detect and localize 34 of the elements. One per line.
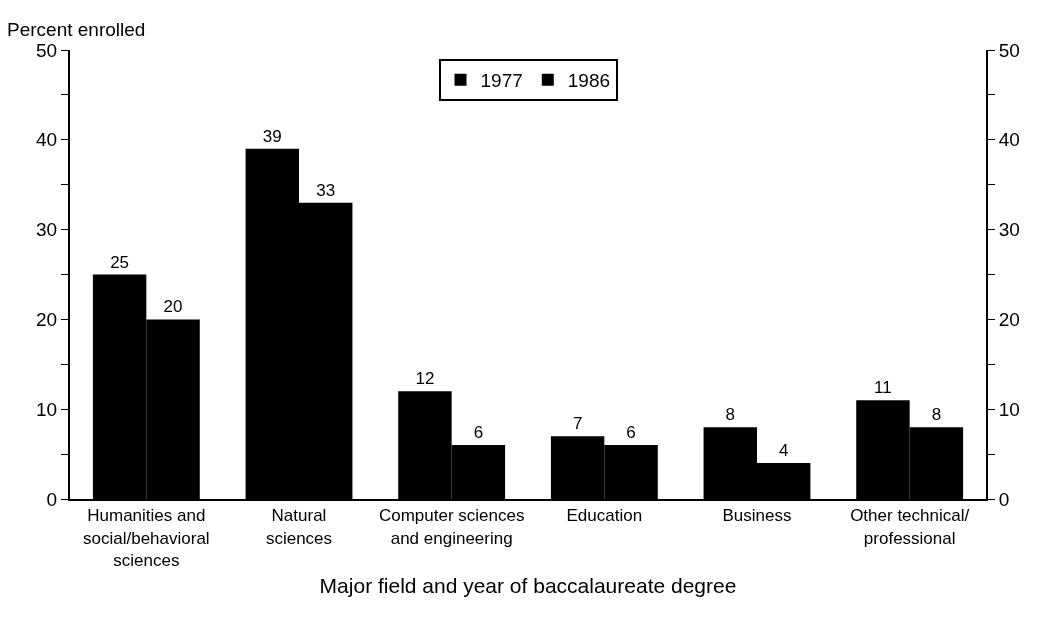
y-tick-label: 30 — [36, 219, 58, 241]
data-label: 33 — [316, 180, 336, 200]
data-label: 4 — [778, 441, 789, 461]
y-tick-label: 10 — [36, 398, 58, 420]
x-axis-title: Major field and year of baccalaureate degree — [319, 574, 737, 598]
y-tick-label: 20 — [36, 309, 58, 331]
data-label: 39 — [262, 126, 282, 146]
y-tick-label: 40 — [36, 129, 58, 151]
data-label: 11 — [874, 378, 892, 398]
data-label: 6 — [626, 423, 636, 443]
y2-tick-label: 30 — [998, 219, 1020, 241]
legend-label: 1977 — [480, 70, 523, 92]
data-label: 8 — [931, 405, 942, 425]
y-tick-label: 0 — [46, 488, 58, 510]
data-label: 6 — [473, 423, 484, 443]
data-label: 8 — [725, 405, 736, 425]
x-tick-label: Education — [566, 506, 643, 526]
y2-tick-label: 0 — [998, 488, 1010, 510]
x-tick-label: Natural sciences — [265, 506, 333, 548]
y-tick-label: 50 — [36, 39, 58, 61]
data-label: 20 — [163, 297, 183, 317]
x-tick-label: Business — [722, 506, 792, 526]
y2-tick-label: 50 — [998, 39, 1020, 61]
y-axis-title: Percent enrolled — [7, 19, 146, 40]
data-label: 7 — [572, 414, 583, 434]
y2-tick-label: 20 — [998, 309, 1020, 331]
x-tick-label: Computer sciences and engineering — [378, 506, 525, 548]
x-tick-label: Other technical/ professional — [850, 506, 970, 548]
x-tick-label: Humanities and social/behavioral sciences — [83, 506, 210, 570]
legend-label: 1986 — [567, 70, 611, 92]
data-label: 12 — [415, 369, 435, 389]
data-label: 25 — [110, 252, 130, 272]
y2-tick-label: 10 — [998, 398, 1020, 420]
y2-tick-label: 40 — [998, 129, 1020, 151]
